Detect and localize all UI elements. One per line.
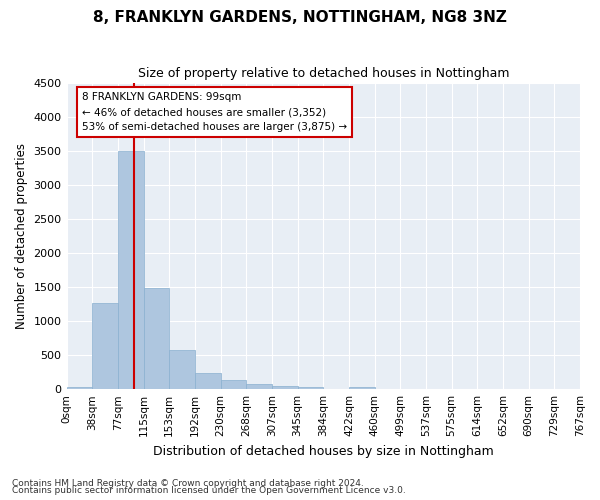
Bar [118, 151, 143, 389]
Bar [349, 387, 374, 389]
Bar [92, 304, 118, 389]
Bar [272, 386, 298, 389]
Text: 8, FRANKLYN GARDENS, NOTTINGHAM, NG8 3NZ: 8, FRANKLYN GARDENS, NOTTINGHAM, NG8 3NZ [93, 10, 507, 25]
Bar [143, 288, 169, 389]
Bar [195, 372, 221, 389]
Bar [221, 380, 246, 389]
Text: 8 FRANKLYN GARDENS: 99sqm
← 46% of detached houses are smaller (3,352)
53% of se: 8 FRANKLYN GARDENS: 99sqm ← 46% of detac… [82, 92, 347, 132]
Bar [246, 384, 272, 389]
Bar [298, 388, 323, 389]
X-axis label: Distribution of detached houses by size in Nottingham: Distribution of detached houses by size … [153, 444, 494, 458]
Bar [323, 388, 349, 389]
Bar [169, 350, 195, 389]
Y-axis label: Number of detached properties: Number of detached properties [15, 143, 28, 329]
Text: Contains HM Land Registry data © Crown copyright and database right 2024.: Contains HM Land Registry data © Crown c… [12, 478, 364, 488]
Bar [67, 387, 92, 389]
Title: Size of property relative to detached houses in Nottingham: Size of property relative to detached ho… [137, 68, 509, 80]
Text: Contains public sector information licensed under the Open Government Licence v3: Contains public sector information licen… [12, 486, 406, 495]
